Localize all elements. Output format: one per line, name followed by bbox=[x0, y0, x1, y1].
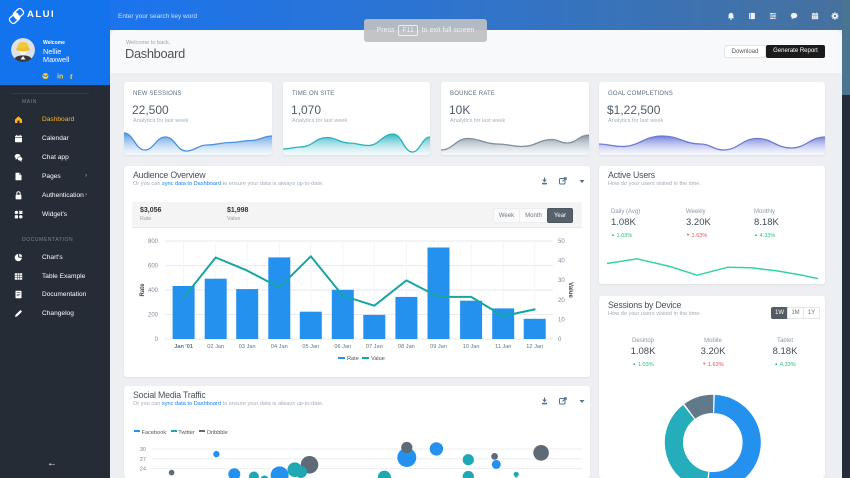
svg-text:40: 40 bbox=[558, 259, 565, 265]
svg-text:11 Jan: 11 Jan bbox=[495, 344, 511, 350]
svg-text:30: 30 bbox=[140, 447, 146, 453]
svg-text:10: 10 bbox=[558, 317, 565, 323]
svg-text:Rate: Rate bbox=[347, 356, 359, 362]
svg-text:06 Jan: 06 Jan bbox=[334, 344, 351, 350]
svg-text:Value: Value bbox=[371, 356, 385, 362]
svg-text:Jan '01: Jan '01 bbox=[174, 344, 193, 350]
svg-text:in: in bbox=[57, 74, 63, 80]
svg-text:0: 0 bbox=[155, 337, 159, 343]
svg-text:f: f bbox=[70, 72, 73, 80]
svg-text:07 Jan: 07 Jan bbox=[366, 344, 383, 350]
svg-text:24: 24 bbox=[140, 467, 146, 473]
svg-text:12 Jan: 12 Jan bbox=[526, 344, 543, 350]
svg-text:Rate: Rate bbox=[140, 283, 146, 297]
svg-text:05 Jan: 05 Jan bbox=[302, 344, 319, 350]
svg-text:10 Jan: 10 Jan bbox=[463, 344, 480, 350]
svg-text:600: 600 bbox=[148, 264, 159, 270]
svg-text:800: 800 bbox=[148, 239, 159, 245]
svg-text:50: 50 bbox=[558, 239, 565, 245]
svg-text:400: 400 bbox=[148, 288, 159, 294]
svg-text:02 Jan: 02 Jan bbox=[207, 344, 224, 350]
svg-text:09 Jan: 09 Jan bbox=[430, 344, 447, 350]
svg-text:27: 27 bbox=[140, 457, 146, 463]
svg-text:08 Jan: 08 Jan bbox=[398, 344, 415, 350]
svg-text:30: 30 bbox=[558, 278, 565, 284]
svg-text:20: 20 bbox=[558, 298, 565, 304]
svg-text:03 Jan: 03 Jan bbox=[239, 344, 256, 350]
svg-text:200: 200 bbox=[148, 313, 159, 319]
svg-text:Value: Value bbox=[567, 282, 573, 298]
svg-text:04 Jan: 04 Jan bbox=[271, 344, 288, 350]
svg-text:0: 0 bbox=[558, 337, 562, 343]
